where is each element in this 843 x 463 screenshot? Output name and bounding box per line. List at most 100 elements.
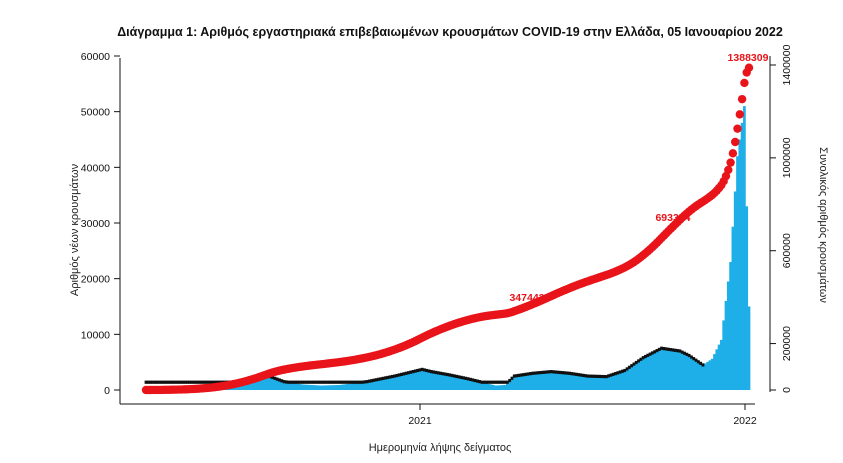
- daily-bar-196: [595, 376, 599, 390]
- ma-point-15: [179, 380, 182, 384]
- daily-bar-241: [699, 363, 703, 390]
- daily-bar-48: [255, 377, 258, 390]
- daily-bar-59: [280, 380, 284, 390]
- daily-bar-119: [418, 369, 422, 390]
- daily-bar-178: [554, 372, 558, 390]
- ma-point-154: [499, 380, 502, 384]
- ma-point-189: [579, 373, 583, 377]
- ma-point-146: [480, 380, 484, 384]
- daily-bar-167: [529, 373, 532, 390]
- daily-bar-255: [731, 226, 735, 390]
- daily-bar-179: [556, 372, 560, 390]
- daily-bar-87: [344, 384, 348, 390]
- ma-point-147: [482, 380, 486, 384]
- ma-point-26: [204, 380, 208, 384]
- daily-bar-74: [314, 385, 318, 390]
- daily-bar-96: [365, 381, 369, 390]
- daily-bar-260: [743, 106, 746, 390]
- daily-bar-217: [644, 356, 647, 390]
- ma-point-220: [650, 351, 654, 355]
- ma-point-64: [291, 380, 295, 384]
- x-tick-label-2021: 2021: [408, 415, 432, 427]
- ma-point-110: [397, 373, 401, 377]
- daily-bar-158: [508, 380, 511, 390]
- daily-bar-142: [471, 379, 475, 390]
- ma-point-194: [591, 374, 594, 378]
- daily-bar-109: [395, 375, 399, 390]
- daily-bar-210: [627, 367, 631, 390]
- ma-point-177: [551, 370, 555, 374]
- daily-bar-184: [568, 373, 571, 390]
- daily-bar-98: [370, 380, 373, 390]
- ma-point-1: [146, 380, 150, 384]
- daily-bar-165: [524, 374, 528, 390]
- daily-bar-100: [374, 379, 378, 390]
- ma-point-13: [174, 380, 178, 384]
- daily-bar-46: [250, 378, 254, 390]
- daily-bar-172: [540, 372, 544, 390]
- ma-point-5: [156, 380, 159, 384]
- daily-bar-70: [305, 384, 309, 390]
- ma-point-31: [215, 380, 219, 384]
- daily-bar-176: [549, 371, 553, 390]
- ma-point-79: [326, 380, 330, 384]
- left-tick-label-30000: 30000: [81, 218, 110, 230]
- ma-point-156: [503, 380, 507, 384]
- daily-bar-92: [356, 382, 360, 390]
- ma-point-219: [648, 352, 652, 356]
- ma-point-160: [512, 374, 516, 378]
- daily-bar-191: [584, 375, 587, 390]
- ma-point-192: [586, 374, 590, 378]
- daily-bar-64: [291, 383, 295, 390]
- ma-point-8: [163, 380, 166, 384]
- daily-bar-258: [738, 139, 742, 390]
- daily-bar-121: [423, 369, 426, 390]
- ma-point-92: [356, 380, 360, 384]
- ma-point-196: [595, 374, 599, 378]
- ma-point-235: [685, 352, 689, 356]
- ma-point-10: [167, 380, 171, 384]
- daily-bar-202: [609, 375, 613, 390]
- ma-point-131: [446, 372, 449, 377]
- ma-point-170: [535, 371, 539, 375]
- daily-bar-160: [512, 376, 516, 390]
- ma-point-62: [287, 380, 291, 384]
- cumulative-point-254: [726, 158, 735, 167]
- daily-bar-155: [501, 385, 505, 390]
- ma-point-59: [280, 379, 284, 383]
- ma-point-128: [439, 371, 442, 375]
- ma-point-142: [471, 378, 475, 382]
- daily-bar-240: [697, 361, 700, 390]
- ma-point-144: [476, 379, 479, 383]
- daily-bar-157: [505, 382, 509, 390]
- ma-point-73: [312, 380, 316, 384]
- daily-bar-94: [360, 382, 364, 390]
- daily-bar-127: [436, 372, 440, 390]
- daily-bar-123: [427, 371, 431, 390]
- ma-point-63: [289, 380, 293, 384]
- cumulative-annotation-347443: 347443: [509, 292, 544, 304]
- cumulative-point-260: [740, 78, 749, 88]
- daily-bar-71: [308, 384, 311, 390]
- ma-point-173: [542, 370, 546, 374]
- daily-bar-183: [565, 373, 569, 390]
- ma-point-18: [186, 380, 189, 384]
- ma-point-121: [423, 368, 426, 372]
- ma-point-71: [308, 380, 311, 384]
- daily-bar-251: [722, 320, 726, 390]
- daily-bar-190: [581, 375, 585, 390]
- daily-bar-204: [614, 373, 617, 390]
- daily-bar-91: [354, 383, 357, 390]
- daily-bar-187: [575, 374, 578, 390]
- daily-bar-147: [482, 382, 486, 390]
- ma-point-117: [413, 369, 417, 373]
- right-tick-label-0: 0: [781, 387, 793, 393]
- daily-bar-261: [745, 206, 749, 390]
- daily-bar-222: [655, 350, 659, 390]
- daily-bar-235: [685, 354, 689, 390]
- ma-point-203: [611, 372, 615, 376]
- daily-bar-225: [662, 348, 666, 390]
- ma-point-179: [556, 370, 560, 374]
- ma-point-181: [561, 371, 564, 375]
- daily-bar-50: [259, 376, 263, 390]
